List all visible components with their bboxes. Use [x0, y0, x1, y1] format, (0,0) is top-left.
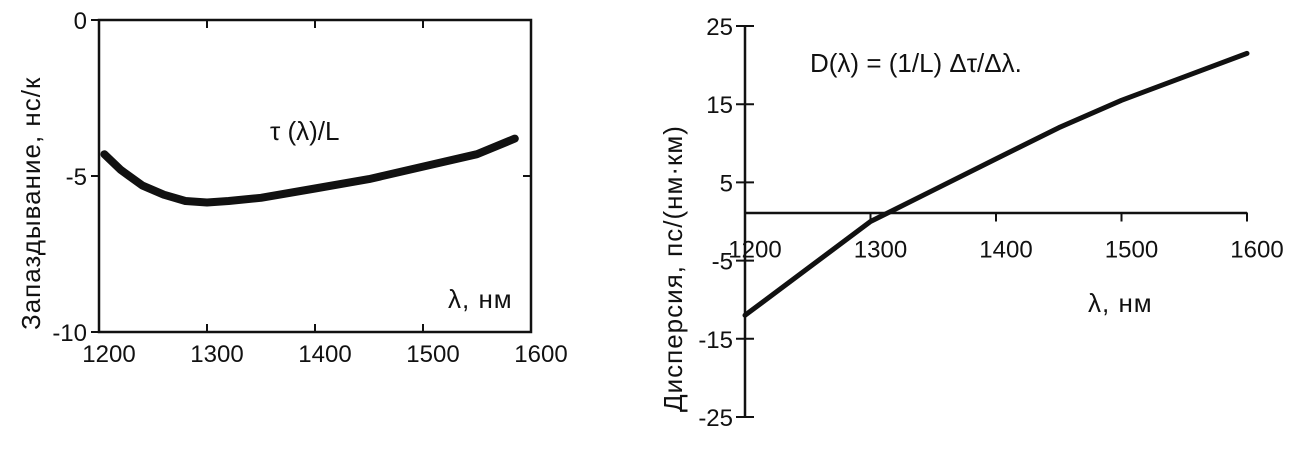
dispersion-x-tick-label: 1300 [854, 237, 907, 264]
dispersion-annotation: D(λ) = (1/L) Δτ/Δλ. [810, 48, 1022, 78]
dispersion-y-tick-label: -5 [712, 249, 733, 276]
dispersion-x-tick-label: 1200 [728, 237, 781, 264]
dispersion-tick-labels: 1200 1300 1400 1500 1600 25 15 5 -5 -15 -25 [698, 14, 1283, 432]
delay-x-tick-label: 1600 [514, 341, 567, 368]
dispersion-x-tick-label: 1600 [1230, 237, 1283, 264]
delay-y-tick-label: 0 [74, 8, 87, 35]
delay-x-axis-title: λ, нм [448, 284, 513, 314]
dispersion-y-tick-label: 25 [706, 14, 733, 41]
dispersion-ticks [736, 25, 1248, 418]
dispersion-chart: 1200 1300 1400 1500 1600 25 15 5 -5 -15 -25 D(λ) =… [658, 14, 1284, 432]
delay-chart: 1200 1300 1400 1500 1600 0 -5 -10 τ (λ)/L λ, нм… [16, 8, 568, 368]
dispersion-y-axis-title: Дисперсия, пс/(нм·км) [658, 125, 688, 412]
delay-tick-labels: 1200 1300 1400 1500 1600 0 -5 -10 [52, 8, 567, 368]
delay-x-tick-label: 1500 [406, 341, 459, 368]
delay-annotation: τ (λ)/L [270, 116, 340, 146]
delay-y-axis-title: Запаздывание, нс/к [16, 77, 46, 330]
delay-x-tick-label: 1200 [82, 341, 135, 368]
delay-ticks [91, 19, 532, 333]
dispersion-x-tick-label: 1400 [979, 237, 1032, 264]
delay-y-tick-label: -10 [52, 320, 87, 347]
delay-y-tick-label: -5 [66, 164, 87, 191]
dispersion-y-tick-label: -25 [698, 405, 733, 432]
dispersion-y-tick-label: 15 [706, 92, 733, 119]
dispersion-y-tick-label: -15 [698, 327, 733, 354]
dispersion-series-line [742, 50, 1250, 318]
delay-x-tick-label: 1300 [190, 341, 243, 368]
dispersion-x-axis-title: λ, нм [1088, 288, 1153, 318]
delay-series-line [100, 134, 519, 207]
dispersion-x-tick-label: 1500 [1105, 237, 1158, 264]
dispersion-y-tick-label: 5 [720, 170, 733, 197]
delay-x-tick-label: 1400 [298, 341, 351, 368]
